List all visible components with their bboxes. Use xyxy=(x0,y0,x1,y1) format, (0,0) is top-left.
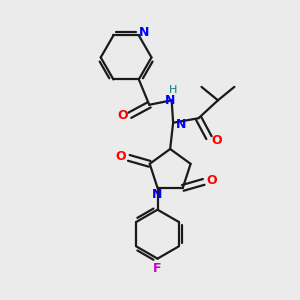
Text: O: O xyxy=(117,109,128,122)
Text: O: O xyxy=(207,174,218,187)
Text: N: N xyxy=(176,118,187,131)
Text: O: O xyxy=(115,150,126,163)
Text: H: H xyxy=(169,85,177,95)
Text: N: N xyxy=(165,94,175,107)
Text: N: N xyxy=(152,188,163,201)
Text: N: N xyxy=(139,26,149,39)
Text: O: O xyxy=(211,134,222,147)
Text: F: F xyxy=(153,262,162,275)
